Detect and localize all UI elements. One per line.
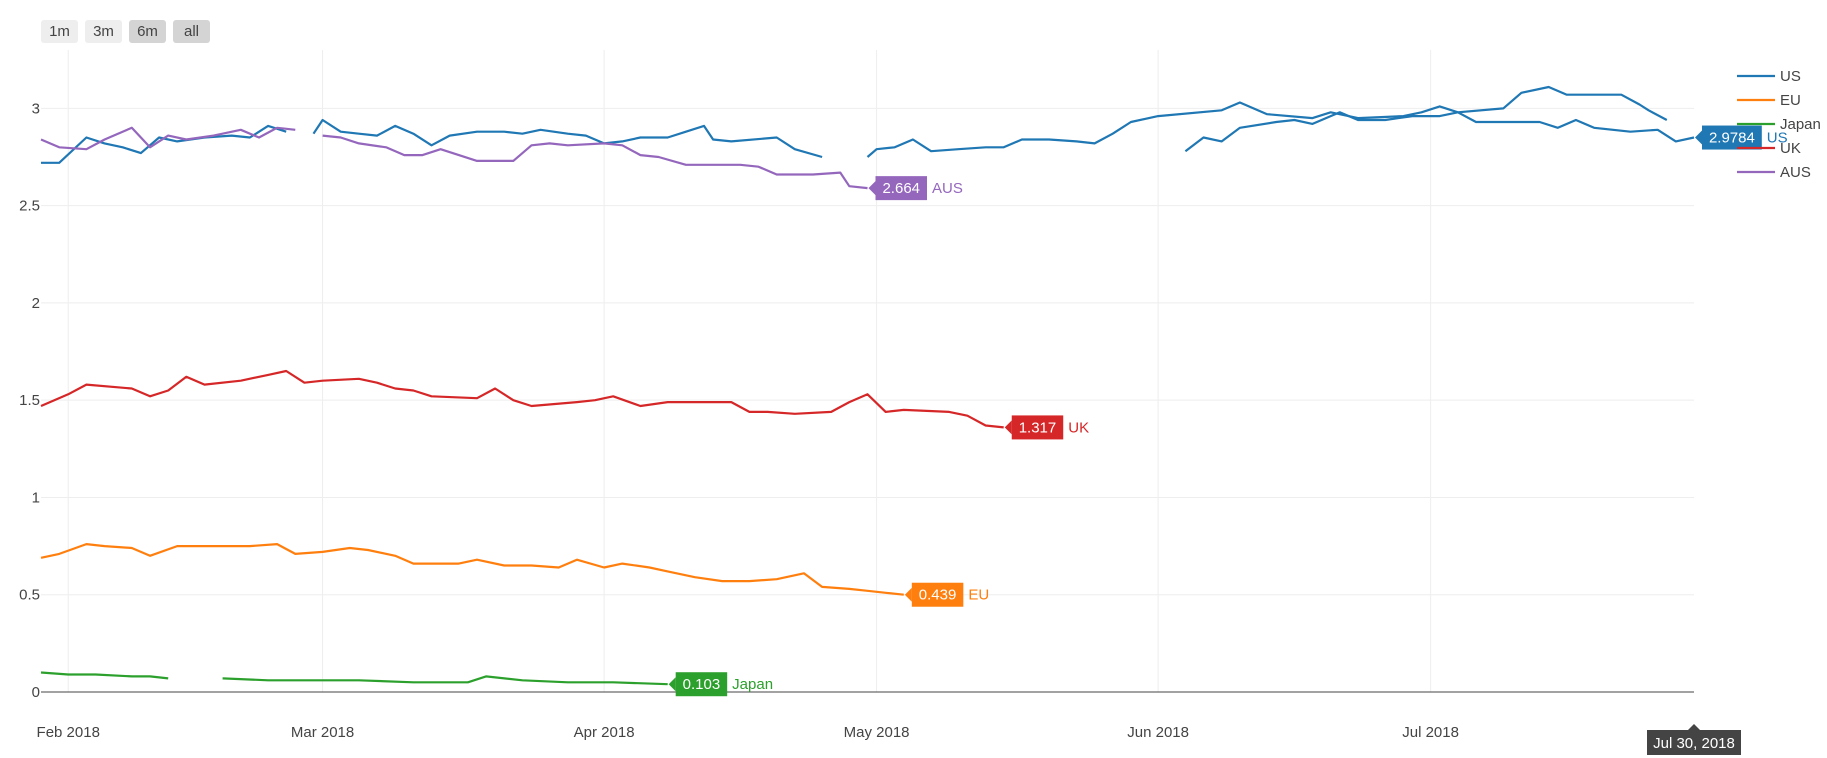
series-line-uk <box>40 369 1004 429</box>
x-tick-label: Jun 2018 <box>1127 724 1189 741</box>
end-label-japan: 0.103 Japan <box>668 672 773 697</box>
end-label-value: 0.103 <box>683 676 721 693</box>
hover-x-label-box <box>1647 730 1741 755</box>
end-label-us: 2.9784 US <box>1695 125 1788 150</box>
end-label-box <box>875 176 927 201</box>
series-line-aus <box>40 126 296 151</box>
end-label-name: US <box>1767 130 1788 147</box>
y-tick-label: 1.5 <box>19 392 40 409</box>
range-button-6m-label: 6m <box>137 23 158 40</box>
end-label-name: AUS <box>932 180 963 197</box>
series-uk <box>40 369 1004 429</box>
x-tick-label: Apr 2018 <box>574 724 635 741</box>
legend-label: EU <box>1780 92 1801 109</box>
series-lines <box>40 85 1695 686</box>
y-tick-label: 0 <box>32 684 40 701</box>
x-tick-label: Mar 2018 <box>291 724 354 741</box>
series-line-japan <box>222 675 668 686</box>
series-line-us <box>312 118 823 159</box>
y-tick-label: 2.5 <box>19 198 40 215</box>
legend-item-japan[interactable]: Japan <box>1737 116 1821 133</box>
legend-item-eu[interactable]: EU <box>1737 92 1801 109</box>
series-us <box>41 85 1695 164</box>
end-label-uk: 1.317 UK <box>1004 415 1089 440</box>
end-label-arrow <box>668 677 676 692</box>
end-label-aus: 2.664 AUS <box>868 176 963 201</box>
x-axis: Feb 2018 Mar 2018 Apr 2018 May 2018 Jun 2018… <box>37 724 1459 741</box>
end-label-arrow <box>1004 420 1012 435</box>
y-tick-label: 3 <box>32 100 40 117</box>
range-selector: 1m 3m 6m all <box>41 20 210 43</box>
end-label-name: Japan <box>732 676 773 693</box>
end-labels: 2.9784 US 0.439 EU 0.103 Japan 1.317 UK 2.664 AUS <box>668 125 1788 697</box>
legend-item-aus[interactable]: AUS <box>1737 164 1811 181</box>
series-eu <box>40 543 904 596</box>
range-button-all[interactable]: all <box>173 20 210 43</box>
end-label-value: 1.317 <box>1019 419 1057 436</box>
range-button-1m[interactable]: 1m <box>41 20 78 43</box>
hover-x-label-text: Jul 30, 2018 <box>1653 735 1735 752</box>
hover-x-label-arrow <box>1688 724 1700 730</box>
legend-label: AUS <box>1780 164 1811 181</box>
series-line-us <box>41 124 287 164</box>
legend: US EU Japan UK AUS <box>1737 68 1821 181</box>
legend-label: Japan <box>1780 116 1821 133</box>
range-button-3m-label: 3m <box>93 23 114 40</box>
series-line-us <box>866 85 1668 158</box>
range-button-3m[interactable]: 3m <box>85 20 122 43</box>
end-label-arrow <box>1695 130 1702 145</box>
series-line-eu <box>40 543 904 596</box>
legend-label: UK <box>1780 140 1801 157</box>
legend-item-us[interactable]: US <box>1737 68 1801 85</box>
end-label-value: 2.9784 <box>1709 130 1755 147</box>
range-button-6m[interactable]: 6m <box>129 20 166 43</box>
x-tick-label: May 2018 <box>844 724 910 741</box>
grid <box>41 50 1694 692</box>
y-tick-label: 0.5 <box>19 587 40 604</box>
x-tick-label: Feb 2018 <box>37 724 100 741</box>
end-label-arrow <box>868 181 876 196</box>
end-label-value: 0.439 <box>919 587 957 604</box>
end-label-box <box>1011 415 1064 440</box>
series-line-us <box>1184 111 1695 153</box>
end-label-box <box>911 582 964 607</box>
legend-label: US <box>1780 68 1801 85</box>
y-tick-label: 2 <box>32 295 40 312</box>
legend-item-uk[interactable]: UK <box>1737 140 1801 157</box>
end-label-eu: 0.439 EU <box>904 582 989 607</box>
end-label-name: UK <box>1068 419 1089 436</box>
x-tick-label: Jul 2018 <box>1402 724 1459 741</box>
range-button-1m-label: 1m <box>49 23 70 40</box>
y-axis: 0 0.5 1 1.5 2 2.5 3 <box>19 100 40 701</box>
hover-x-label: Jul 30, 2018 <box>1647 724 1741 755</box>
series-line-japan <box>40 671 169 680</box>
series-line-aus <box>322 134 868 190</box>
range-button-all-label: all <box>184 23 199 40</box>
end-label-box <box>1702 125 1762 150</box>
end-label-name: EU <box>968 587 989 604</box>
y-tick-label: 1 <box>32 489 40 506</box>
end-label-box <box>675 672 728 697</box>
end-label-arrow <box>904 587 912 602</box>
series-japan <box>40 671 668 686</box>
end-label-value: 2.664 <box>882 180 920 197</box>
series-aus <box>40 126 868 190</box>
